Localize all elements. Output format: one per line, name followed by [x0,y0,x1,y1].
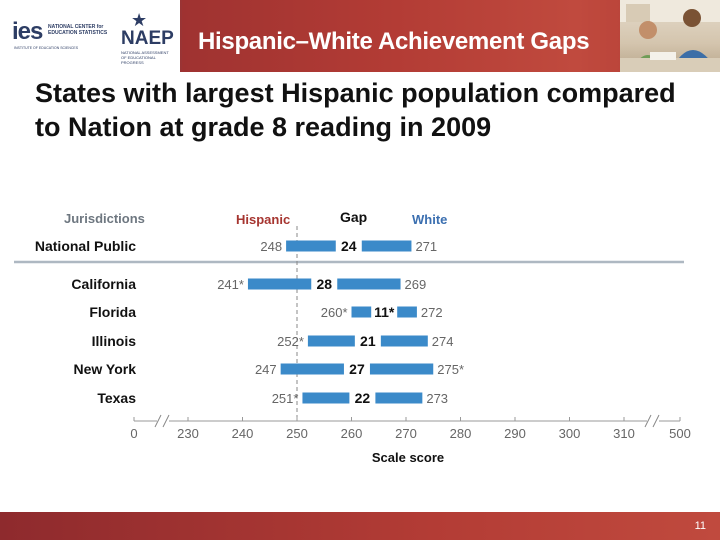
gap-label-background [371,304,398,320]
x-tick-label: 240 [232,426,254,441]
x-tick-label: 260 [341,426,363,441]
gap-value: 11* [374,304,395,320]
jurisdiction-label: National Public [35,238,136,254]
hispanic-score: 247 [255,362,277,377]
x-tick-label: 280 [450,426,472,441]
jurisdiction-label: Illinois [92,333,137,349]
ies-mark: ies [12,18,43,45]
gap-chart: National Public 24 248 271 California 28 241* 2… [14,209,691,465]
axis-break-mark [644,414,652,428]
x-tick-label: 230 [177,426,199,441]
x-tick-label-start: 0 [130,426,137,441]
gap-value: 28 [316,276,332,292]
header-hispanic: Hispanic [236,212,290,227]
gap-value: 24 [341,238,357,254]
gap-label-background [335,238,362,254]
x-tick-label: 290 [504,426,526,441]
hispanic-score: 252* [277,334,304,349]
ies-tagline: INSTITUTE OF EDUCATION SCIENCES [14,46,79,50]
x-axis-label: Scale score [372,450,444,465]
header-jurisdictions: Jurisdictions [64,211,145,226]
footer-bar: 11 [0,512,720,540]
slide-title: States with largest Hispanic population … [35,78,676,142]
gap-value: 21 [360,333,376,349]
gap-value: 27 [349,361,365,377]
white-score: 273 [426,391,448,406]
x-tick-label: 310 [613,426,635,441]
gap-label-background [311,276,338,292]
white-score: 275* [437,362,464,377]
hispanic-score: 251* [272,391,299,406]
jurisdiction-label: Florida [89,304,136,320]
header-white: White [412,212,447,227]
naep-mark: NAEP [121,28,174,49]
header-gap: Gap [340,209,367,225]
hispanic-score: 241* [217,277,244,292]
axis-break-mark [652,414,660,428]
jurisdiction-label: New York [73,361,136,377]
hispanic-score: 260* [321,305,348,320]
students-photo-illustration [620,0,720,72]
gap-label-background [349,390,376,406]
gap-label-background [354,333,381,349]
hispanic-score: 248 [260,239,282,254]
white-score: 272 [421,305,443,320]
ies-name: NATIONAL CENTER for EDUCATION STATISTICS [48,24,108,36]
header-banner: ies NATIONAL CENTER for EDUCATION STATIS… [0,0,720,72]
naep-logo: ★ NAEP NATIONAL ASSESSMENT OF EDUCATIONA… [117,10,175,68]
header-title: Hispanic–White Achievement Gaps [198,28,590,55]
students-photo [620,0,720,72]
gap-label-background [343,361,370,377]
star-icon: ★ [131,10,148,30]
x-tick-label: 270 [395,426,417,441]
white-score: 271 [415,239,437,254]
axis-break-mark [154,414,162,428]
jurisdiction-label: Texas [97,390,136,406]
page-number: 11 [694,520,706,532]
axis-break-mark [162,414,170,428]
x-tick-label: 300 [559,426,581,441]
logo-panel: ies NATIONAL CENTER for EDUCATION STATIS… [0,0,182,72]
ies-logo: ies NATIONAL CENTER for EDUCATION STATIS… [12,18,107,54]
x-tick-label-end: 500 [669,426,691,441]
naep-subtitle: NATIONAL ASSESSMENT OF EDUCATIONAL PROGR… [121,50,169,65]
x-tick-label: 250 [286,426,308,441]
white-score: 269 [405,277,427,292]
white-score: 274 [432,334,454,349]
gap-value: 22 [355,390,371,406]
jurisdiction-label: California [71,276,136,292]
